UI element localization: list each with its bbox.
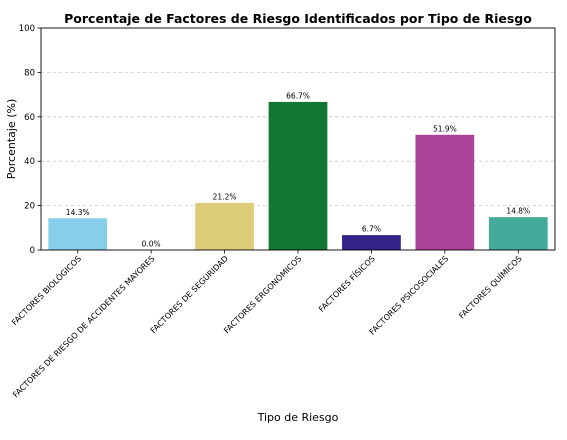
- x-axis-label: Tipo de Riesgo: [257, 411, 339, 424]
- y-tick-label: 20: [24, 202, 35, 212]
- bar: [415, 134, 475, 250]
- bar: [488, 217, 548, 250]
- x-tick-label: FACTORES DE RIESGO DE ACCIDENTES MAYORES: [11, 254, 156, 399]
- x-tick-label: FACTORES DE SEGURIDAD: [149, 254, 230, 335]
- bar: [195, 202, 254, 250]
- x-tick-label: FACTORES ERGONÓMICOS: [221, 253, 304, 336]
- y-tick-label: 100: [19, 24, 35, 34]
- bars: [48, 101, 548, 251]
- x-tick-label: FACTORES FÍSICOS: [316, 253, 377, 314]
- y-axis-label: Porcentaje (%): [5, 99, 18, 179]
- data-label: 14.8%: [506, 207, 530, 216]
- x-tick-label: FACTORES PSICOSOCIALES: [368, 254, 451, 337]
- bar: [268, 101, 328, 251]
- y-axis-ticks: 0 20 40 60 80 100: [19, 24, 41, 256]
- data-labels: 14.3% 0.0% 21.2% 66.7% 6.7% 51.9% 14.8%: [66, 91, 530, 248]
- bar: [48, 218, 108, 250]
- data-label: 66.7%: [286, 91, 310, 100]
- data-label: 14.3%: [66, 208, 90, 217]
- y-tick-label: 80: [24, 68, 35, 78]
- x-tick-label: FACTORES QUÍMICOS: [456, 253, 524, 321]
- data-label: 51.9%: [433, 124, 457, 133]
- data-label: 0.0%: [142, 240, 161, 249]
- y-tick-label: 40: [24, 157, 35, 167]
- bar: [342, 235, 401, 250]
- y-tick-label: 0: [30, 246, 35, 256]
- chart-title: Porcentaje de Factores de Riesgo Identif…: [64, 11, 532, 26]
- data-label: 6.7%: [362, 225, 381, 234]
- y-tick-label: 60: [24, 113, 35, 123]
- x-tick-label: FACTORES BIOLÓGICOS: [9, 253, 83, 327]
- data-label: 21.2%: [213, 192, 237, 201]
